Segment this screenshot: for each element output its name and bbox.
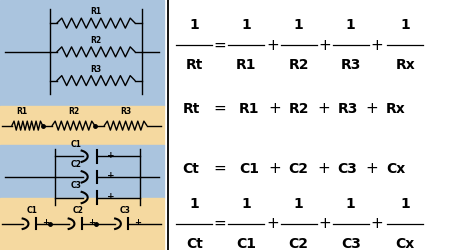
Text: Ct: Ct xyxy=(182,162,200,176)
Text: R1: R1 xyxy=(236,58,257,72)
Text: 1: 1 xyxy=(346,18,356,32)
Text: C3: C3 xyxy=(337,162,357,176)
Text: +: + xyxy=(269,161,281,176)
Text: +: + xyxy=(88,218,95,227)
Text: =: = xyxy=(213,101,226,116)
Text: 1: 1 xyxy=(242,18,251,32)
Text: +: + xyxy=(266,38,279,52)
Text: +: + xyxy=(107,192,114,201)
Text: R2: R2 xyxy=(91,36,101,45)
Text: R3: R3 xyxy=(120,107,131,116)
Text: +: + xyxy=(107,150,114,160)
Text: +: + xyxy=(366,101,378,116)
Text: +: + xyxy=(266,216,279,231)
Text: +: + xyxy=(319,38,331,52)
Text: Rx: Rx xyxy=(395,58,415,72)
Text: 1: 1 xyxy=(401,18,410,32)
Text: +: + xyxy=(371,38,383,52)
Text: 1: 1 xyxy=(401,197,410,211)
Text: Rx: Rx xyxy=(386,102,406,116)
Text: 1: 1 xyxy=(346,197,356,211)
Text: R1: R1 xyxy=(17,107,28,116)
Text: C2: C2 xyxy=(73,206,83,215)
Text: Ct: Ct xyxy=(186,237,203,250)
Text: +: + xyxy=(269,101,281,116)
Text: R3: R3 xyxy=(91,64,101,74)
Text: +: + xyxy=(42,218,49,227)
Text: C2: C2 xyxy=(71,160,81,170)
Text: 1: 1 xyxy=(294,18,303,32)
Text: Rt: Rt xyxy=(186,58,203,72)
Text: C3: C3 xyxy=(71,181,81,190)
Text: R2: R2 xyxy=(288,102,309,116)
Text: C1: C1 xyxy=(27,206,37,215)
Text: =: = xyxy=(213,38,226,52)
Text: +: + xyxy=(318,161,330,176)
Text: +: + xyxy=(318,101,330,116)
Bar xyxy=(0,145,164,198)
Text: 1: 1 xyxy=(294,197,303,211)
Text: Cx: Cx xyxy=(396,237,415,250)
Text: +: + xyxy=(319,216,331,231)
Text: =: = xyxy=(213,161,226,176)
Text: R3: R3 xyxy=(341,58,361,72)
Text: C1: C1 xyxy=(237,237,256,250)
Text: +: + xyxy=(134,218,141,227)
Text: C3: C3 xyxy=(119,206,130,215)
Text: Cx: Cx xyxy=(386,162,405,176)
Text: C3: C3 xyxy=(341,237,361,250)
Text: 1: 1 xyxy=(190,18,199,32)
Text: +: + xyxy=(366,161,378,176)
Bar xyxy=(0,0,164,106)
Text: R1: R1 xyxy=(238,102,259,116)
Text: 1: 1 xyxy=(242,197,251,211)
Bar xyxy=(0,106,164,145)
Text: C1: C1 xyxy=(71,140,81,149)
Text: C2: C2 xyxy=(289,237,309,250)
Text: +: + xyxy=(107,171,114,180)
Text: R1: R1 xyxy=(91,7,101,16)
Text: +: + xyxy=(371,216,383,231)
Text: Rt: Rt xyxy=(182,102,200,116)
Text: R3: R3 xyxy=(337,102,357,116)
Text: C1: C1 xyxy=(239,162,259,176)
Text: 1: 1 xyxy=(190,197,199,211)
Text: R2: R2 xyxy=(288,58,309,72)
Text: R2: R2 xyxy=(68,107,79,116)
Bar xyxy=(0,198,164,250)
Text: =: = xyxy=(213,216,226,231)
Text: C2: C2 xyxy=(289,162,309,176)
